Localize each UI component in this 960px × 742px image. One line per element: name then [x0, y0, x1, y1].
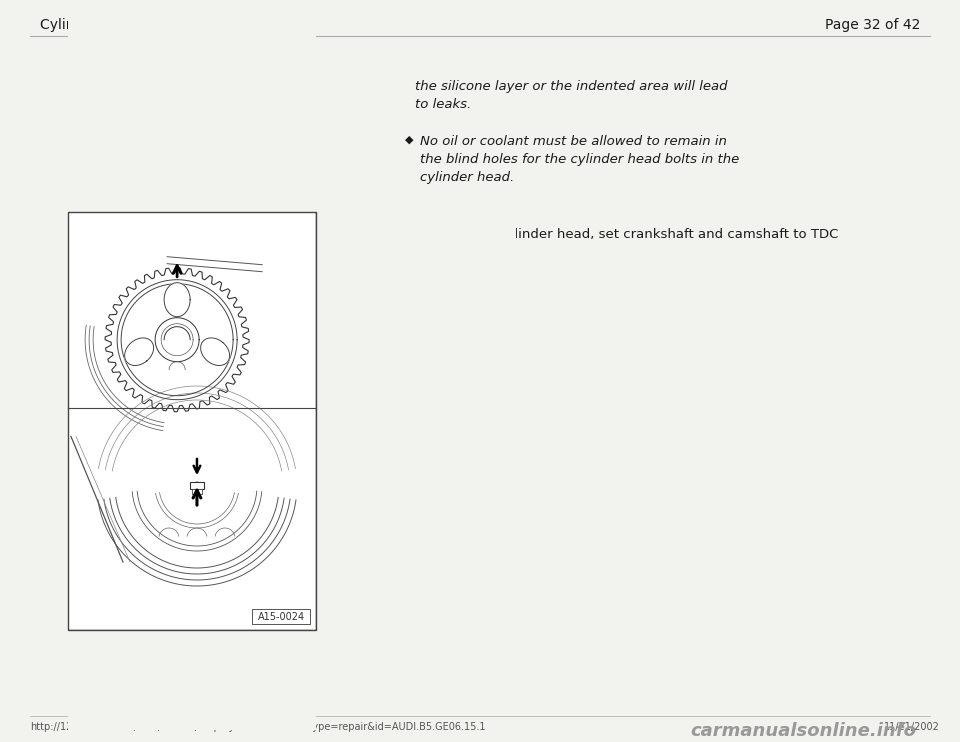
Text: ◆: ◆	[405, 135, 414, 145]
Bar	[0, 408, 68, 640]
Text: No oil or coolant must be allowed to remain in: No oil or coolant must be allowed to rem…	[420, 135, 727, 148]
Text: cylinder head.: cylinder head.	[420, 171, 515, 184]
Polygon shape	[125, 338, 154, 366]
Polygon shape	[106, 268, 250, 412]
Text: Cylinder head, removing and installing: Cylinder head, removing and installing	[40, 18, 309, 32]
Polygon shape	[201, 338, 229, 366]
Polygon shape	[164, 283, 190, 317]
Text: carmanualsonline.info: carmanualsonline.info	[690, 722, 916, 740]
Bar	[69, 410, 315, 629]
Text: A15-0024: A15-0024	[257, 611, 304, 622]
Bar	[68, 630, 316, 730]
Bar	[190, 482, 204, 489]
Bar	[0, 212, 68, 408]
Text: the blind holes for the cylinder head bolts in the: the blind holes for the cylinder head bo…	[420, 153, 739, 166]
Text: http://127.0.0.1:8080/audi/servlet/Display?action=Goto&type=repair&id=AUDI.B5.GE: http://127.0.0.1:8080/audi/servlet/Displ…	[30, 722, 486, 732]
Bar	[68, 0, 316, 212]
Text: Page 32 of 42: Page 32 of 42	[825, 18, 920, 32]
Text: to leaks.: to leaks.	[415, 98, 471, 111]
Text: the silicone layer or the indented area will lead: the silicone layer or the indented area …	[415, 80, 728, 93]
Polygon shape	[164, 326, 190, 340]
Text: ◄: ◄	[322, 224, 337, 243]
Bar	[68, 212, 316, 630]
Text: 11/21/2002: 11/21/2002	[884, 722, 940, 732]
Text: of cylinder 1.: of cylinder 1.	[373, 246, 461, 259]
Text: -  Before positioning cylinder head, set crankshaft and camshaft to TDC: - Before positioning cylinder head, set …	[360, 228, 838, 241]
Bar	[252, 609, 310, 624]
Polygon shape	[156, 318, 199, 361]
Bar	[316, 408, 516, 640]
Bar	[192, 489, 202, 494]
Bar	[69, 213, 315, 408]
Bar	[68, 212, 316, 630]
Bar	[316, 212, 516, 408]
